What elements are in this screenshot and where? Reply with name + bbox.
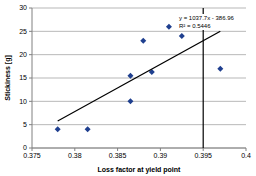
- svg-text:30: 30: [19, 4, 27, 11]
- svg-text:20: 20: [19, 51, 27, 58]
- svg-text:0.385: 0.385: [109, 152, 127, 159]
- svg-text:Stickiness [g]: Stickiness [g]: [8, 55, 12, 101]
- svg-text:25: 25: [19, 28, 27, 35]
- svg-text:10: 10: [19, 98, 27, 105]
- svg-text:0: 0: [23, 144, 27, 151]
- svg-text:0.39: 0.39: [154, 152, 168, 159]
- svg-text:Loss factor at yield point: Loss factor at yield point: [98, 166, 182, 174]
- html-text:y = 1037.7x - 386.96: y = 1037.7x - 386.96: [179, 15, 234, 21]
- html-text:R² = 0.5446: R² = 0.5446: [179, 23, 211, 29]
- svg-text:0.38: 0.38: [68, 152, 82, 159]
- svg-text:0.395: 0.395: [194, 152, 212, 159]
- svg-text:0.4: 0.4: [241, 152, 248, 159]
- svg-text:15: 15: [19, 74, 27, 81]
- svg-text:0.375: 0.375: [23, 152, 41, 159]
- svg-text:5: 5: [23, 121, 27, 128]
